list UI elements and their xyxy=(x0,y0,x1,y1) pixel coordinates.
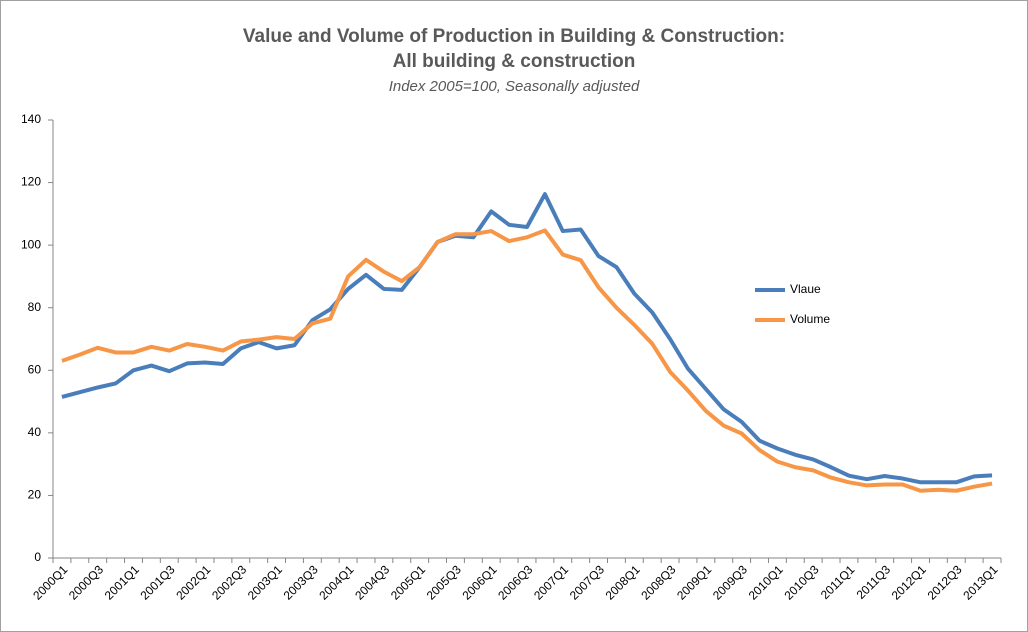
y-tick-label: 100 xyxy=(21,237,41,251)
y-tick-label: 120 xyxy=(21,175,41,189)
legend-label: Vlaue xyxy=(790,282,821,296)
chart-title: Value and Volume of Production in Buildi… xyxy=(243,26,785,47)
y-tick-label: 140 xyxy=(21,112,41,126)
chart-title-line2: All building & construction xyxy=(393,51,636,72)
series-line xyxy=(61,228,993,493)
legend-label: Volume xyxy=(790,312,830,326)
chart-subtitle: Index 2005=100, Seasonally adjusted xyxy=(389,78,640,95)
series-line xyxy=(61,192,993,485)
y-tick-label: 20 xyxy=(28,488,42,502)
y-tick-label: 80 xyxy=(28,300,42,314)
y-tick-label: 0 xyxy=(34,550,41,564)
y-tick-label: 60 xyxy=(28,362,42,376)
y-tick-label: 40 xyxy=(28,425,42,439)
